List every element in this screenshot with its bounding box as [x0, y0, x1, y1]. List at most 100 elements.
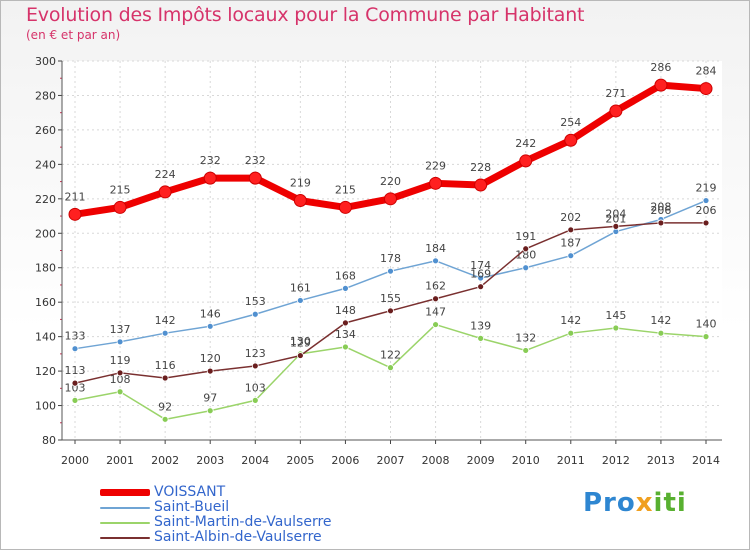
data-label-voissant: 220 — [380, 175, 401, 188]
data-label-voissant: 224 — [155, 168, 176, 181]
data-label-voissant: 215 — [110, 183, 131, 196]
data-point-saint-martin-de-vaulserre — [567, 329, 575, 337]
data-point-saint-martin-de-vaulserre — [161, 415, 169, 423]
data-label-saint-martin-de-vaulserre: 92 — [158, 400, 172, 413]
y-tick-label: 140 — [35, 331, 56, 344]
data-label-saint-martin-de-vaulserre: 147 — [425, 306, 446, 319]
data-point-voissant — [68, 207, 82, 221]
data-label-saint-albin-de-vaulserre: 202 — [560, 211, 581, 224]
data-point-saint-martin-de-vaulserre — [387, 364, 394, 372]
data-point-voissant — [113, 200, 127, 214]
data-point-saint-albin-de-vaulserre — [477, 283, 485, 291]
data-point-saint-albin-de-vaulserre — [116, 369, 124, 377]
y-tick-label: 160 — [35, 296, 56, 309]
x-tick-label: 2005 — [286, 454, 314, 467]
x-tick-label: 2011 — [557, 454, 585, 467]
data-point-saint-martin-de-vaulserre — [342, 343, 349, 351]
data-point-voissant — [519, 154, 533, 168]
data-label-saint-albin-de-vaulserre: 113 — [65, 364, 86, 377]
data-label-saint-martin-de-vaulserre: 142 — [650, 314, 671, 327]
data-label-saint-bueil: 161 — [290, 281, 311, 294]
data-label-saint-bueil: 219 — [696, 182, 717, 195]
data-label-voissant: 286 — [650, 61, 671, 74]
data-point-saint-bueil — [251, 310, 259, 318]
data-label-saint-martin-de-vaulserre: 97 — [203, 392, 217, 405]
data-label-voissant: 211 — [65, 190, 86, 203]
data-label-saint-bueil: 187 — [560, 237, 581, 250]
data-label-voissant: 228 — [470, 161, 491, 174]
data-point-voissant — [203, 171, 217, 185]
data-point-saint-albin-de-vaulserre — [161, 374, 169, 382]
plot-area — [62, 61, 722, 440]
data-label-saint-albin-de-vaulserre: 148 — [335, 304, 356, 317]
data-label-saint-martin-de-vaulserre: 134 — [335, 328, 356, 341]
series-voissant: 211 215 224 232 232 219 215 220 229 228 242 254 271 2… — [65, 61, 717, 221]
data-label-saint-bueil: 142 — [155, 314, 176, 327]
data-label-saint-martin-de-vaulserre: 140 — [696, 318, 717, 331]
data-point-saint-martin-de-vaulserre — [71, 396, 79, 404]
data-point-saint-martin-de-vaulserre — [432, 321, 439, 328]
y-tick-label: 260 — [35, 124, 56, 137]
data-label-voissant: 242 — [515, 137, 536, 150]
data-label-saint-bueil: 153 — [245, 295, 266, 308]
data-point-saint-bueil — [116, 338, 124, 346]
legend-swatch-saint-albin — [100, 537, 150, 539]
data-point-saint-bueil — [342, 284, 349, 292]
x-tick-label: 2008 — [422, 454, 450, 467]
data-point-saint-albin-de-vaulserre — [522, 245, 530, 253]
data-label-saint-albin-de-vaulserre: 116 — [155, 359, 176, 372]
data-point-saint-bueil — [477, 274, 485, 282]
x-tick-label: 2004 — [241, 454, 269, 467]
data-point-saint-martin-de-vaulserre — [702, 333, 710, 341]
data-point-voissant — [293, 194, 307, 208]
legend-swatch-voissant — [100, 489, 150, 496]
data-point-voissant — [564, 133, 578, 147]
data-label-voissant: 284 — [696, 65, 717, 78]
data-label-saint-bueil: 137 — [110, 323, 131, 336]
data-label-saint-bueil: 168 — [335, 269, 356, 282]
data-point-saint-albin-de-vaulserre — [251, 362, 259, 370]
data-point-saint-albin-de-vaulserre — [432, 295, 439, 303]
chart-subtitle: (en € et par an) — [26, 28, 121, 42]
data-point-saint-bueil — [71, 345, 79, 353]
data-point-saint-martin-de-vaulserre — [116, 388, 124, 396]
series-saint-bueil: 1331371421461531611681781841741801872012… — [65, 182, 717, 353]
data-point-saint-bueil — [161, 329, 169, 337]
data-point-saint-martin-de-vaulserre — [612, 324, 620, 332]
data-label-saint-albin-de-vaulserre: 123 — [245, 347, 266, 360]
data-point-voissant — [158, 185, 172, 199]
x-tick-label: 2002 — [151, 454, 179, 467]
y-tick-label: 180 — [35, 262, 56, 275]
data-label-saint-albin-de-vaulserre: 120 — [200, 352, 221, 365]
data-label-saint-bueil: 178 — [380, 252, 401, 265]
data-label-voissant: 232 — [245, 154, 266, 167]
data-point-saint-bueil — [567, 252, 575, 260]
x-tick-label: 2001 — [106, 454, 134, 467]
data-label-saint-martin-de-vaulserre: 103 — [245, 381, 266, 394]
data-label-saint-bueil: 208 — [650, 200, 671, 213]
data-point-voissant — [248, 171, 262, 185]
data-label-saint-martin-de-vaulserre: 122 — [380, 349, 401, 362]
data-point-voissant — [429, 176, 443, 190]
data-label-saint-albin-de-vaulserre: 204 — [605, 207, 626, 220]
data-label-voissant: 215 — [335, 183, 356, 196]
logo-part-1: Pro — [583, 488, 636, 518]
data-point-saint-bueil — [296, 297, 304, 304]
data-label-saint-bueil: 184 — [425, 242, 446, 255]
data-label-saint-bueil: 146 — [200, 307, 221, 320]
data-label-saint-martin-de-vaulserre: 139 — [470, 319, 491, 332]
data-label-voissant: 219 — [290, 177, 311, 190]
data-point-saint-martin-de-vaulserre — [657, 329, 665, 337]
x-tick-label: 2000 — [61, 454, 89, 467]
data-point-voissant — [654, 78, 668, 92]
data-label-saint-martin-de-vaulserre: 130 — [290, 335, 311, 348]
data-label-voissant: 229 — [425, 159, 446, 172]
data-point-saint-albin-de-vaulserre — [296, 352, 304, 359]
y-tick-label: 120 — [35, 365, 56, 378]
data-label-saint-martin-de-vaulserre: 142 — [560, 314, 581, 327]
data-point-saint-albin-de-vaulserre — [342, 319, 349, 327]
y-tick-label: 80 — [42, 434, 56, 447]
data-label-saint-martin-de-vaulserre: 132 — [515, 331, 536, 344]
data-point-saint-albin-de-vaulserre — [612, 222, 620, 230]
